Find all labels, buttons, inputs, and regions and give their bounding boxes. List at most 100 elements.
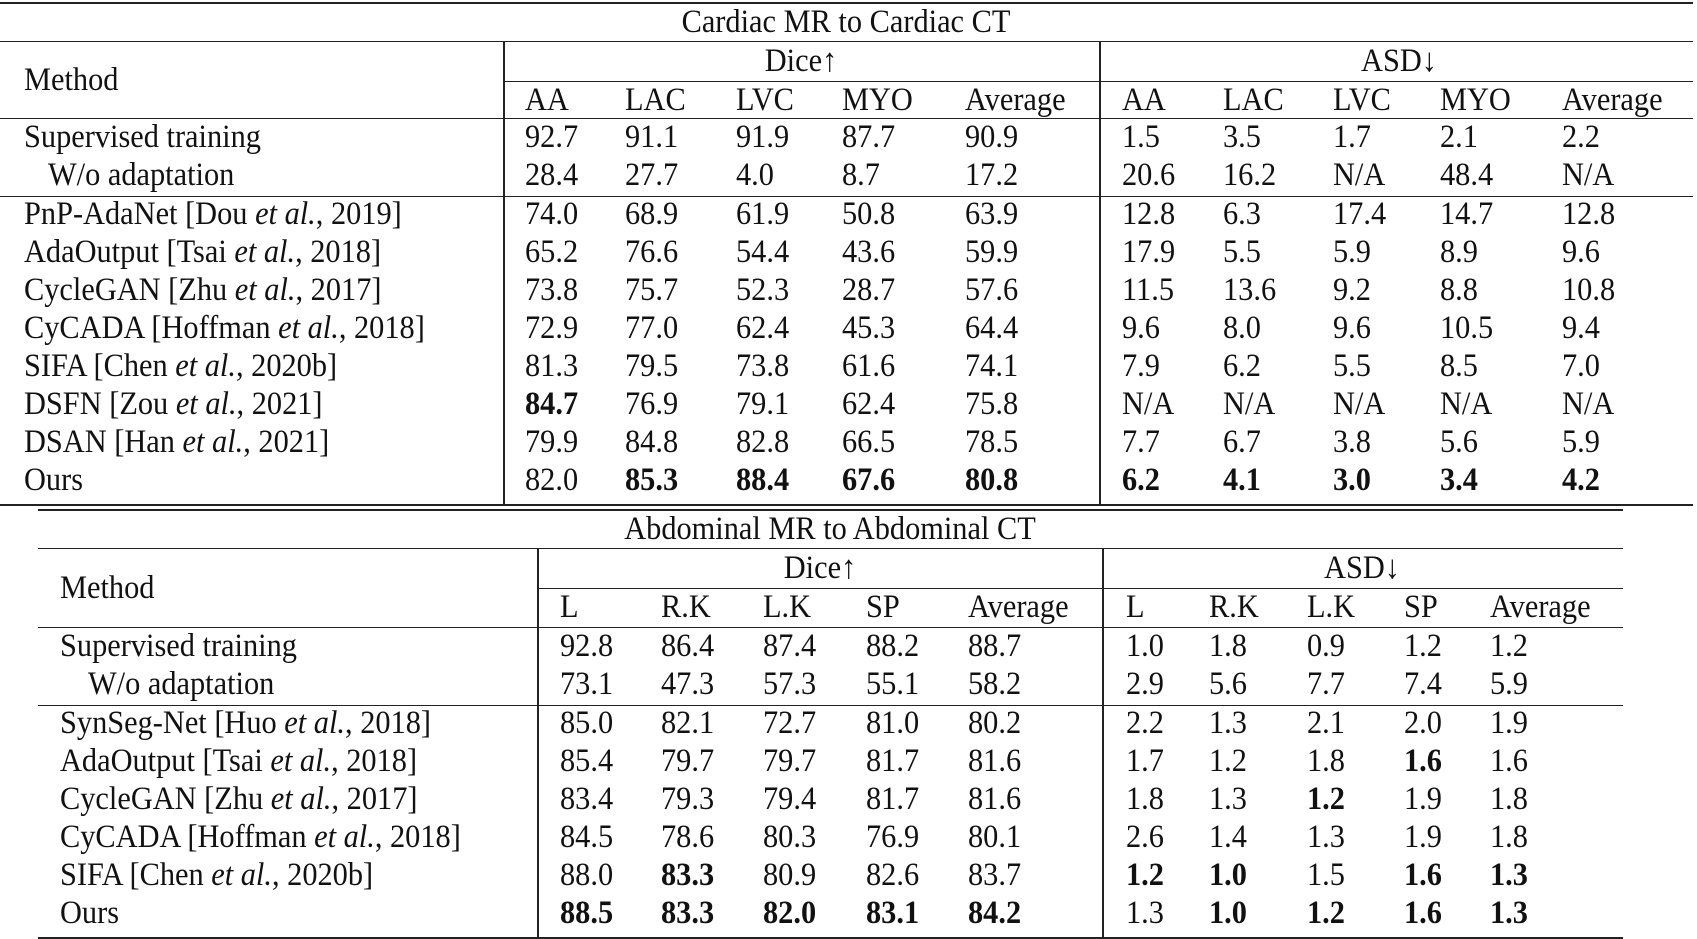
dice-value: 81.0 [866,705,920,741]
method-label: DSAN [Han [24,424,183,460]
dice-value: 45.3 [842,310,896,346]
method-name: Ours [24,462,83,498]
dice-value: 73.1 [560,666,614,702]
asd-value: 17.4 [1333,196,1387,232]
dice-value: 88.7 [968,628,1022,664]
header-rule [0,118,1693,119]
asd-value: 5.9 [1562,424,1600,460]
asd-value: 1.9 [1404,781,1442,817]
asd-value: 2.1 [1307,705,1345,741]
dice-value: 76.9 [625,386,679,422]
dice-value: 92.7 [525,119,579,155]
dice-value: 27.7 [625,157,679,193]
citation-etal: et al. [234,234,296,270]
dice-value: 84.5 [560,819,614,855]
dice-value: 77.0 [625,310,679,346]
dice-value: 88.0 [560,857,614,893]
dice-value: 66.5 [842,424,896,460]
metric-divider [1099,41,1101,504]
asd-value: 1.0 [1209,857,1247,893]
column-header: L.K [763,589,812,625]
method-name: SIFA [Chen et al., 2020b] [60,857,373,893]
column-header: L.K [1307,589,1356,625]
dice-value: 73.8 [525,272,579,308]
asd-value: 2.9 [1126,666,1164,702]
method-label: CyCADA [Hoffman [24,310,279,346]
method-label: AdaOutput [Tsai [60,743,271,779]
citation-year: , 2018] [338,310,425,346]
asd-value: N/A [1562,157,1615,193]
citation-etal: et al. [211,857,272,893]
dice-value: 85.0 [560,705,614,741]
dice-value: 64.4 [965,310,1019,346]
asd-value: 1.5 [1307,857,1345,893]
method-name: W/o adaptation [88,666,274,702]
dice-value: 79.7 [661,743,715,779]
bottom-rule [0,504,1693,506]
dice-value: 79.5 [625,348,679,384]
asd-value: 17.9 [1122,234,1176,270]
dice-value: 62.4 [842,386,896,422]
asd-value: 1.6 [1404,857,1442,893]
asd-value: 0.9 [1307,628,1345,664]
asd-value: 1.8 [1490,781,1528,817]
asd-value: 6.7 [1223,424,1261,460]
dice-value: 82.6 [866,857,920,893]
citation-year: , 2020b] [271,857,374,893]
dice-value: 80.8 [965,462,1019,498]
dice-value: 68.9 [625,196,679,232]
method-name: CyCADA [Hoffman et al., 2018] [60,819,461,855]
dice-value: 80.1 [968,819,1022,855]
dice-value: 47.3 [661,666,715,702]
asd-value: 1.8 [1209,628,1247,664]
asd-value: 1.8 [1307,743,1345,779]
asd-value: 1.2 [1490,628,1528,664]
asd-value: 13.6 [1223,272,1277,308]
column-header: AA [525,82,569,118]
dice-value: 81.7 [866,743,920,779]
asd-value: 16.2 [1223,157,1277,193]
method-header: Method [60,569,155,606]
dice-value: 57.3 [763,666,817,702]
dice-value: 58.2 [968,666,1022,702]
header-rule [38,627,1623,628]
citation-etal: et al. [182,424,244,460]
method-label: Supervised training [60,628,297,664]
asd-value: 5.6 [1209,666,1247,702]
asd-value: 2.2 [1562,119,1600,155]
method-label: SynSeg-Net [Huo [60,705,285,741]
method-label: SIFA [Chen [24,348,176,384]
dice-value: 75.7 [625,272,679,308]
column-header: SP [866,589,900,625]
citation-etal: et al. [255,196,316,232]
citation-year: , 2017] [331,781,418,817]
asd-value: 1.8 [1126,781,1164,817]
top-rule [0,2,1693,4]
asd-value: 1.3 [1490,895,1528,931]
method-name: Ours [60,895,119,931]
asd-value: 1.7 [1333,119,1371,155]
dice-value: 84.8 [625,424,679,460]
asd-value: 8.9 [1440,234,1478,270]
column-header: LVC [1333,82,1391,118]
dice-value: 74.1 [965,348,1019,384]
column-header: MYO [1440,82,1511,118]
asd-value: N/A [1440,386,1493,422]
citation-etal: et al. [175,386,237,422]
asd-value: 5.5 [1223,234,1261,270]
dice-value: 63.9 [965,196,1019,232]
dice-value: 74.0 [525,196,579,232]
asd-value: 12.8 [1122,196,1176,232]
method-name: AdaOutput [Tsai et al., 2018] [60,743,417,779]
dice-value: 61.6 [842,348,896,384]
asd-value: 20.6 [1122,157,1176,193]
asd-value: 3.4 [1440,462,1478,498]
dice-value: 79.7 [763,743,817,779]
asd-value: 11.5 [1122,272,1175,308]
dice-value: 82.8 [736,424,790,460]
column-header: SP [1404,589,1438,625]
dice-value: 91.9 [736,119,790,155]
dice-value: 79.4 [763,781,817,817]
dice-value: 8.7 [842,157,880,193]
dice-value: 43.6 [842,234,896,270]
